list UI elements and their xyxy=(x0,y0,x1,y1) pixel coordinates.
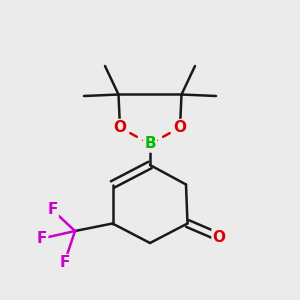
Text: F: F xyxy=(37,231,47,246)
Text: B: B xyxy=(144,136,156,152)
Text: O: O xyxy=(212,230,226,244)
Text: F: F xyxy=(59,255,70,270)
Text: F: F xyxy=(47,202,58,217)
Text: O: O xyxy=(173,120,187,135)
Text: O: O xyxy=(113,120,127,135)
